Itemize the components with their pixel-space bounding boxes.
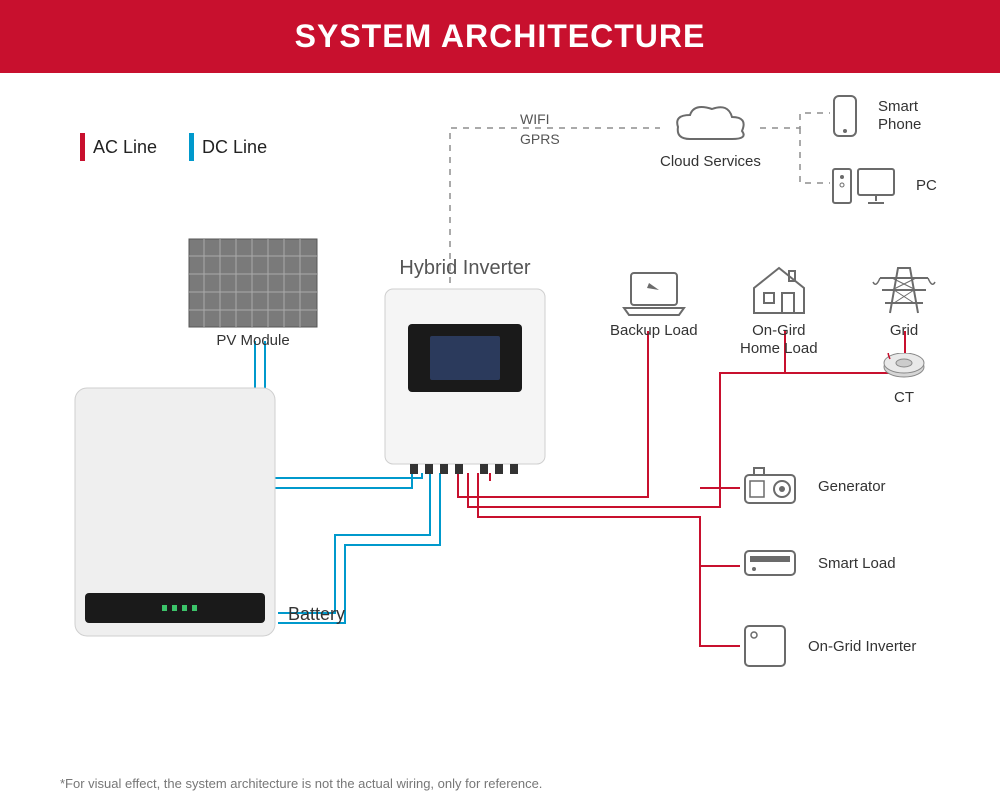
generator-node: Generator (740, 463, 886, 509)
phone-icon (830, 93, 860, 139)
footnote: *For visual effect, the system architect… (60, 776, 542, 791)
legend-ac-label: AC Line (93, 137, 157, 158)
gprs-label: GPRS (520, 131, 560, 147)
home-load-node: On-GirdHome Load (740, 263, 818, 358)
pc-node: PC (830, 163, 937, 207)
pc-icon (830, 163, 898, 207)
legend-ac: AC Line (80, 133, 157, 161)
pylon-icon (870, 258, 938, 318)
header-banner: SYSTEM ARCHITECTURE (0, 0, 1000, 73)
wifi-label: WIFI (520, 111, 550, 127)
house-icon (744, 263, 814, 318)
smart-load-label: Smart Load (818, 555, 896, 572)
pv-module-icon (188, 238, 318, 328)
inverter-label: Hybrid Inverter (399, 257, 530, 280)
home-load-label: On-GirdHome Load (740, 322, 818, 358)
legend-dc: DC Line (189, 133, 267, 161)
cloud-label: Cloud Services (660, 153, 761, 170)
wire-battery-inverter (278, 473, 430, 613)
wire-branch-down (478, 473, 740, 646)
wire-cloud-phone (760, 113, 830, 128)
backup-load-node: Backup Load (610, 268, 698, 339)
pc-label: PC (916, 177, 937, 194)
pv-module-label: PV Module (216, 332, 289, 349)
battery-icon (70, 383, 280, 643)
diagram-canvas: AC Line DC Line (0, 73, 1000, 803)
ac-swatch (80, 133, 85, 161)
battery-node: Battery (70, 383, 280, 643)
ct-node: CT (880, 353, 928, 406)
ongrid-inverter-icon (740, 621, 790, 671)
inverter-node: Hybrid Inverter (380, 253, 550, 474)
smart-load-icon (740, 543, 800, 583)
legend: AC Line DC Line (80, 133, 267, 161)
page-title: SYSTEM ARCHITECTURE (295, 18, 706, 54)
ct-icon (880, 353, 928, 385)
pv-module-node: PV Module (188, 238, 318, 349)
cloud-icon (670, 101, 750, 149)
backup-load-label: Backup Load (610, 322, 698, 339)
ct-label: CT (894, 389, 914, 406)
inverter-icon (380, 284, 550, 474)
laptop-icon (619, 268, 689, 318)
grid-node: Grid (870, 258, 938, 339)
ongrid-inverter-label: On-Grid Inverter (808, 638, 916, 655)
generator-label: Generator (818, 478, 886, 495)
dc-swatch (189, 133, 194, 161)
generator-icon (740, 463, 800, 509)
smart-load-node: Smart Load (740, 543, 896, 583)
phone-node: SmartPhone (830, 93, 921, 139)
grid-label: Grid (890, 322, 918, 339)
legend-dc-label: DC Line (202, 137, 267, 158)
wire-battery-inverter-2 (278, 473, 440, 623)
ongrid-inverter-node: On-Grid Inverter (740, 621, 916, 671)
battery-label: Battery (288, 604, 345, 625)
phone-label: SmartPhone (878, 98, 921, 134)
cloud-node: Cloud Services (660, 101, 761, 170)
wire-cloud-pc (800, 128, 830, 183)
